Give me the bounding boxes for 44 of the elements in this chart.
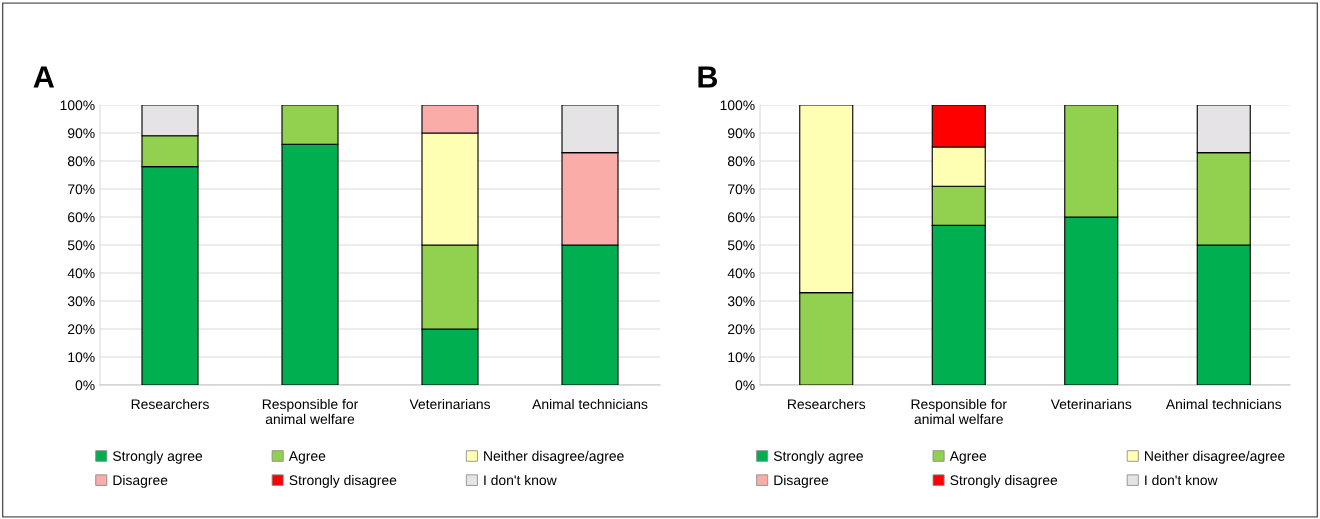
y-tick-label: 80% [727, 156, 755, 167]
legend-label: I don't know [1145, 474, 1218, 486]
legend-label: Neither disagree/agree [484, 450, 624, 464]
y-tick-label: 100% [60, 100, 95, 111]
y-tick-label: 40% [67, 268, 95, 279]
x-tick-label: Responsible for animal welfare [262, 398, 359, 425]
y-tick-label: 0% [75, 380, 95, 391]
chart-title: A [33, 66, 55, 88]
legend-label: I don't know [484, 474, 557, 486]
y-tick-label: 0% [735, 380, 755, 391]
y-tick-label: 10% [68, 352, 95, 363]
y-tick-label: 10% [728, 352, 755, 363]
y-tick-label: 100% [720, 100, 755, 111]
legend-label: Strongly agree [773, 450, 863, 464]
y-tick-label: 60% [728, 212, 755, 223]
legend-label: Agree [949, 451, 987, 464]
y-tick-label: 70% [68, 184, 95, 195]
y-tick-label: 30% [727, 296, 755, 307]
x-tick-label: Veterinarians [1050, 398, 1132, 410]
y-tick-label: 40% [727, 268, 755, 279]
y-tick-label: 80% [67, 156, 95, 167]
y-tick-label: 30% [67, 296, 95, 307]
legend-label: Agree [288, 451, 326, 464]
y-tick-label: 90% [727, 128, 755, 139]
x-tick-label: Veterinarians [409, 398, 491, 410]
y-tick-label: 50% [727, 240, 755, 251]
legend-label: Disagree [113, 474, 168, 488]
chart-title: B [698, 66, 718, 88]
y-tick-label: 20% [728, 324, 755, 335]
y-tick-label: 60% [68, 212, 95, 223]
y-tick-label: 90% [67, 128, 95, 139]
x-tick-label: Animal technicians [532, 398, 648, 410]
x-tick-label: Researchers [788, 398, 866, 410]
legend-label: Strongly disagree [289, 474, 397, 488]
x-tick-label: Animal technicians [1165, 398, 1282, 410]
y-tick-label: 50% [67, 240, 95, 251]
legend-label: Strongly agree [113, 450, 203, 464]
legend-label: Strongly disagree [950, 474, 1058, 488]
x-tick-label: Researchers [131, 398, 209, 410]
y-tick-label: 70% [728, 184, 755, 195]
x-tick-label: Responsible for animal welfare [911, 398, 1007, 425]
y-tick-label: 20% [68, 324, 95, 335]
legend-label: Disagree [774, 474, 829, 488]
legend-label: Neither disagree/agree [1145, 450, 1285, 464]
